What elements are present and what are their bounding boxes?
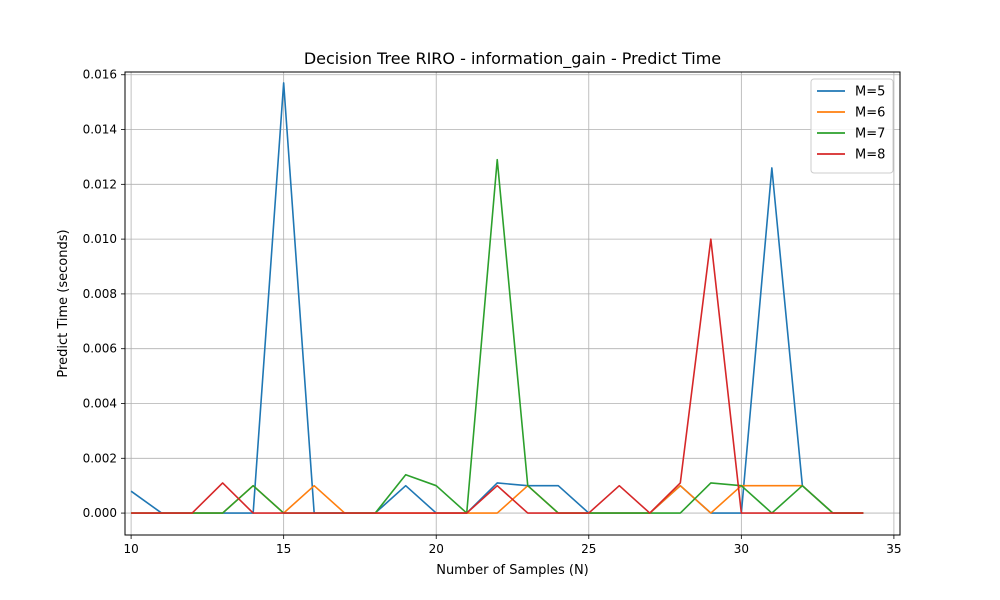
legend: M=5 M=6 M=7 M=8 [810, 78, 894, 174]
y-tick-label: 0.008 [83, 287, 117, 301]
x-axis-label: Number of Samples (N) [436, 563, 589, 578]
x-tick-label: 25 [581, 542, 596, 556]
series-line-3 [131, 158, 864, 514]
y-tick-label: 0.016 [83, 68, 117, 82]
series-line-4 [131, 238, 864, 514]
y-tick-label: 0.000 [83, 506, 117, 520]
y-tick-label: 0.012 [83, 177, 117, 191]
x-tick-label: 35 [886, 542, 901, 556]
y-tick-label: 0.006 [83, 342, 117, 356]
x-tick-label: 15 [276, 542, 291, 556]
x-tick-label: 20 [429, 542, 444, 556]
legend-label: M=7 [855, 127, 885, 142]
y-tick-label: 0.002 [83, 451, 117, 465]
y-tick-label: 0.004 [83, 396, 117, 410]
legend-box [810, 78, 894, 174]
series-lines [130, 82, 864, 514]
x-tick-label: 30 [734, 542, 749, 556]
plot-area-frame [124, 71, 901, 536]
grid [125, 72, 900, 535]
legend-label: M=5 [855, 85, 885, 100]
legend-label: M=6 [855, 106, 885, 121]
y-axis-label: Predict Time (seconds) [56, 229, 71, 377]
y-tick-label: 0.014 [83, 123, 117, 137]
x-tick-label: 10 [123, 542, 138, 556]
chart-title: Decision Tree RIRO - information_gain - … [304, 49, 721, 69]
legend-label: M=8 [855, 148, 885, 163]
y-tick-label: 0.010 [83, 232, 117, 246]
axis-ticks: 10 15 20 25 30 35 0.000 0.002 0.004 0.006 0.008 0.0… [83, 68, 902, 556]
